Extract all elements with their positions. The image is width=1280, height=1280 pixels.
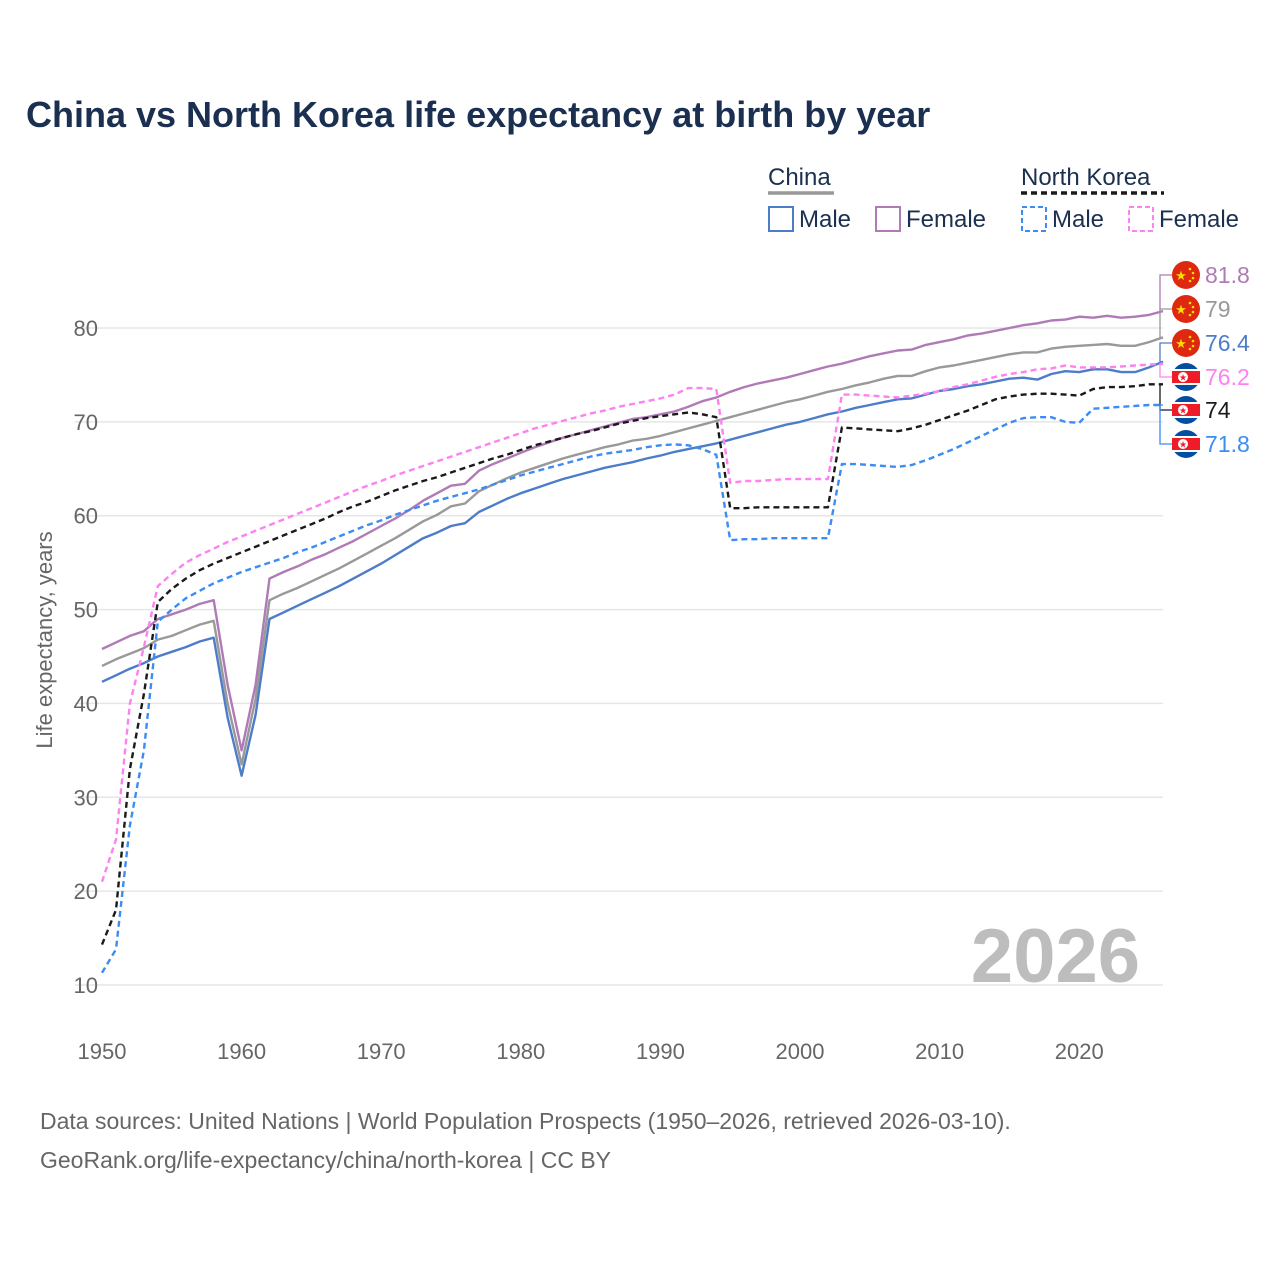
flag-small-star (1191, 310, 1195, 314)
legend-china-female-swatch (875, 206, 901, 232)
y-tick-label: 30 (74, 785, 98, 810)
x-tick-label: 1980 (496, 1039, 545, 1064)
north-korea-flag-icon: ★ (1172, 363, 1200, 391)
year-watermark: 2026 (971, 914, 1140, 999)
end-value-label: 71.8 (1205, 431, 1250, 457)
flag-small-star (1188, 301, 1192, 305)
end-value-label: 76.4 (1205, 330, 1250, 356)
end-label-connector (1159, 274, 1172, 312)
china-flag-icon: ★ (1172, 329, 1200, 357)
chart-title: China vs North Korea life expectancy at … (26, 94, 931, 135)
end-labels: ★ 81.8 ★ 79 ★ 76.4 ★ 76.2 ★ 74 ★ 71.8 (1159, 261, 1250, 458)
series-line-north-korea-female (100, 362, 1164, 883)
end-value-label: 79 (1205, 296, 1231, 322)
series-lines (100, 309, 1164, 974)
x-axis-ticks: 1950 1960 1970 1980 1990 2000 2010 2020 (78, 1039, 1104, 1064)
end-label-connector (1159, 363, 1172, 378)
source-line-2[interactable]: GeoRank.org/life-expectancy/china/north-… (40, 1147, 612, 1173)
legend-china-female: Female (906, 206, 986, 233)
y-tick-label: 80 (74, 316, 98, 341)
flag-circle (1172, 329, 1200, 357)
legend-nk-female-swatch (1128, 206, 1154, 232)
legend-group-north-korea: North Korea (1021, 164, 1151, 191)
series-line-north-korea-male (100, 403, 1163, 974)
flag-disc (1178, 439, 1188, 449)
x-tick-label: 2000 (776, 1039, 825, 1064)
flag-star: ★ (1179, 373, 1187, 383)
end-label-connector (1159, 308, 1172, 339)
gridlines (75, 327, 1163, 986)
flag-small-star (1188, 335, 1192, 339)
flag-small-star (1191, 339, 1195, 343)
legend-china-male: Male (799, 206, 851, 233)
china-flag-icon: ★ (1172, 295, 1200, 323)
north-korea-flag-icon: ★ (1172, 430, 1200, 458)
end-label-connector (1159, 404, 1172, 445)
flag-small-star (1191, 271, 1195, 275)
north-korea-flag-icon: ★ (1172, 396, 1200, 424)
flag-star: ★ (1175, 302, 1187, 317)
legend-nk-male: Male (1052, 206, 1104, 233)
series-line-china (101, 336, 1164, 766)
x-tick-label: 1990 (636, 1039, 685, 1064)
y-tick-label: 40 (74, 691, 98, 716)
y-axis-label: Life expectancy, years (32, 531, 57, 748)
end-label-connector (1159, 342, 1172, 363)
y-axis-ticks: 10 20 30 40 50 60 70 80 (74, 316, 98, 998)
flag-circle (1172, 295, 1200, 323)
x-tick-label: 2010 (915, 1039, 964, 1064)
flag-star: ★ (1179, 440, 1187, 450)
x-tick-label: 2020 (1055, 1039, 1104, 1064)
end-value-label: 76.2 (1205, 364, 1250, 390)
legend: China North Korea Male Female Male Femal… (768, 164, 1239, 233)
series-line-north-korea (100, 383, 1163, 946)
flag-disc (1178, 405, 1188, 415)
china-flag-icon: ★ (1172, 261, 1200, 289)
legend-nk-female: Female (1159, 206, 1239, 233)
flag-small-star (1191, 305, 1195, 309)
flag-small-star (1188, 313, 1192, 317)
legend-nk-male-swatch (1021, 206, 1047, 232)
end-value-label: 74 (1205, 397, 1231, 423)
x-tick-label: 1960 (217, 1039, 266, 1064)
flag-disc (1178, 372, 1188, 382)
y-tick-label: 50 (74, 598, 98, 623)
flag-small-star (1188, 347, 1192, 351)
flag-small-star (1191, 344, 1195, 348)
flag-star: ★ (1175, 336, 1187, 351)
end-value-label: 81.8 (1205, 262, 1250, 288)
flag-circle (1172, 261, 1200, 289)
legend-group-china: China (768, 164, 831, 191)
flag-small-star (1188, 267, 1192, 271)
x-tick-label: 1970 (357, 1039, 406, 1064)
series-line-china-female (101, 309, 1164, 752)
x-tick-label: 1950 (78, 1039, 127, 1064)
series-line-china-male (101, 360, 1164, 777)
legend-china-male-swatch (768, 206, 794, 232)
source-line-1: Data sources: United Nations | World Pop… (40, 1108, 1011, 1134)
y-tick-label: 10 (74, 973, 98, 998)
flag-small-star (1191, 276, 1195, 280)
flag-star: ★ (1179, 406, 1187, 416)
end-label-connector (1159, 383, 1172, 411)
flag-small-star (1188, 279, 1192, 283)
y-tick-label: 20 (74, 879, 98, 904)
y-tick-label: 60 (74, 504, 98, 529)
y-tick-label: 70 (74, 410, 98, 435)
flag-star: ★ (1175, 268, 1187, 283)
